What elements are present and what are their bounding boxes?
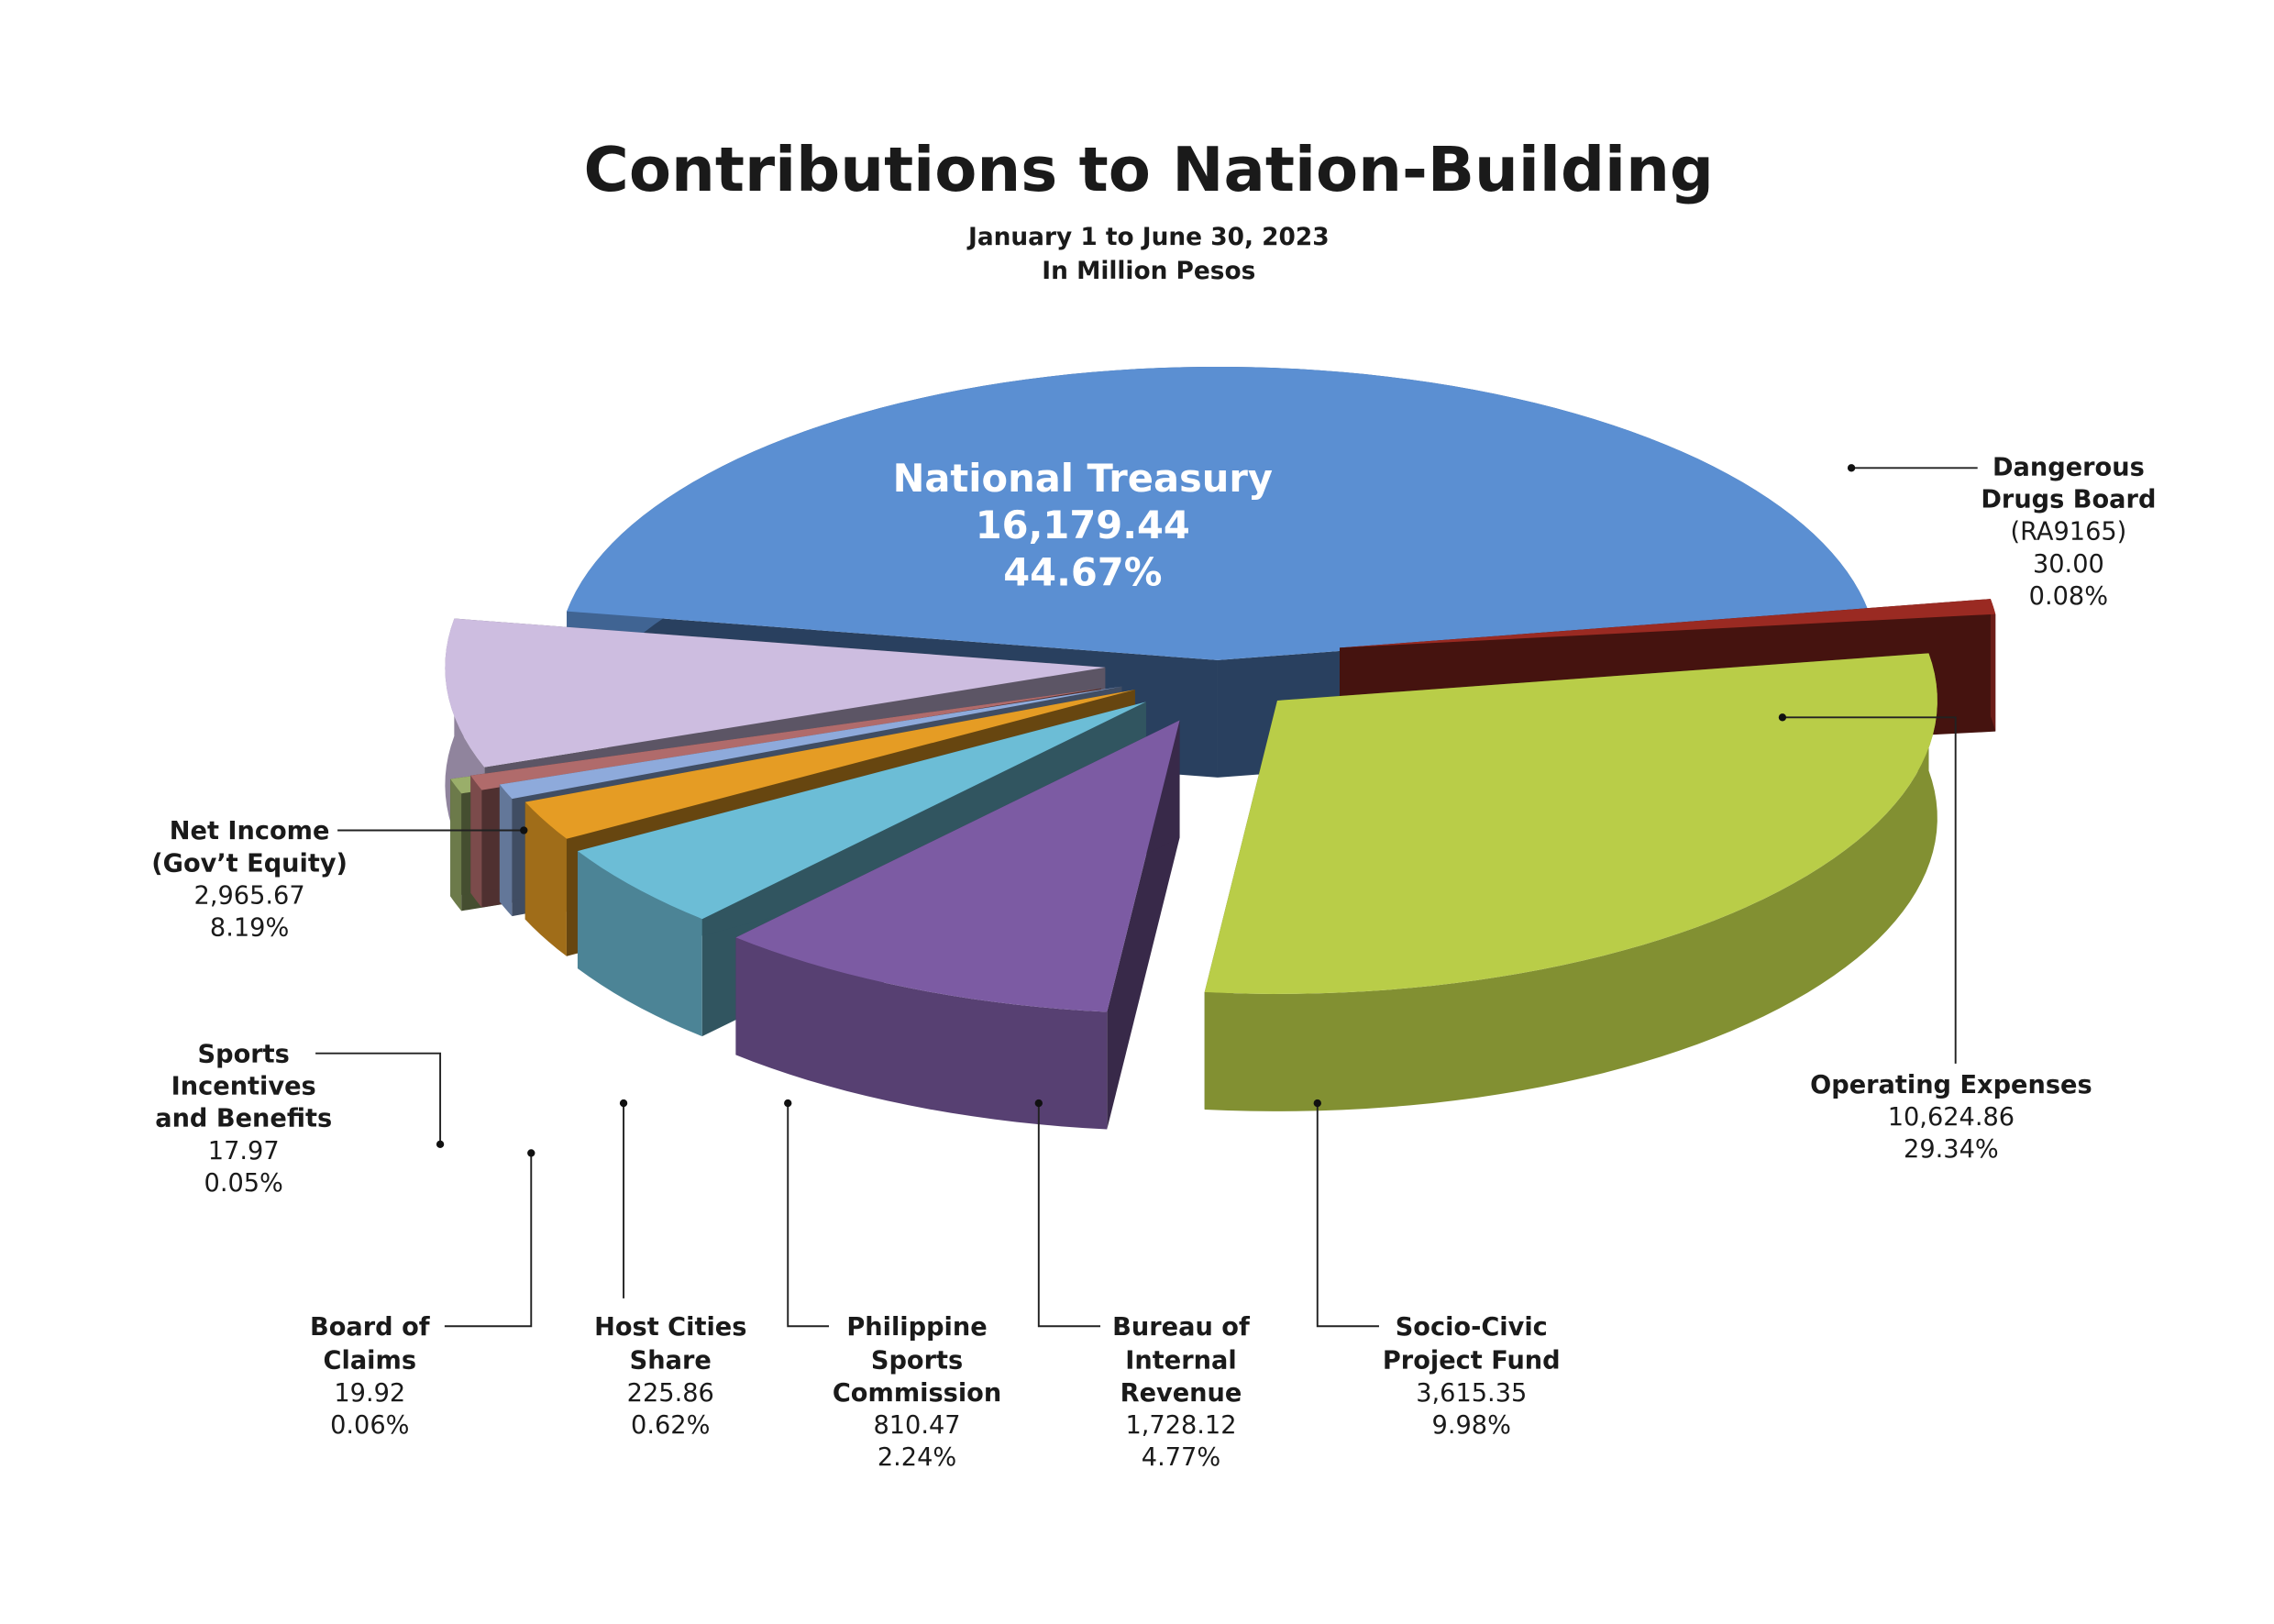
leader-dot	[1034, 1099, 1043, 1108]
label-percent: 8.19%	[210, 914, 289, 943]
slice-top	[1204, 653, 1937, 994]
slice-top	[567, 367, 1869, 660]
data-label-psc: Philippine Sports Commission 810.47 2.24…	[833, 1313, 1001, 1472]
slice-outer-wall	[1990, 599, 1996, 732]
label-name-extra: (RA9165)	[2010, 518, 2126, 547]
label-percent: 0.05%	[204, 1169, 283, 1198]
leader-dot	[1778, 713, 1787, 722]
label-value: 19.92	[334, 1379, 405, 1408]
data-label-socio-civic: Socio-Civic Project Fund 3,615.35 9.98%	[1383, 1313, 1561, 1440]
label-name: Incentives	[171, 1072, 316, 1100]
label-name: Internal	[1125, 1347, 1236, 1375]
label-name: Operating Expenses	[1810, 1071, 2092, 1099]
leader-dot	[619, 1099, 628, 1108]
label-value: 3,615.35	[1416, 1379, 1527, 1408]
label-name: Project Fund	[1383, 1347, 1561, 1375]
label-name: Dangerous	[1993, 453, 2145, 481]
slice-outer-wall	[1204, 653, 1937, 1111]
label-name: (Gov’t Equity)	[151, 849, 348, 878]
label-percent: 0.62%	[631, 1411, 710, 1440]
label-value: 225.86	[627, 1379, 714, 1408]
data-label-net-income: Net Income (Gov’t Equity) 2,965.67 8.19%	[151, 817, 348, 943]
label-value: 16,179.44	[976, 503, 1190, 547]
label-percent: 9.98%	[1432, 1411, 1511, 1440]
leader-dot	[436, 1140, 445, 1149]
slice-outer-wall	[735, 937, 1108, 1130]
data-label-sports-incentives: Sports Incentives and Benefits 17.97 0.0…	[155, 1040, 332, 1198]
label-value: 2,965.67	[194, 881, 305, 910]
label-name: Sports	[198, 1040, 290, 1068]
pie-slices	[445, 367, 1996, 1130]
leader-psc	[787, 1103, 830, 1328]
label-name: Sports	[871, 1347, 963, 1375]
chart-subtitle-date: January 1 to June 30, 2023	[966, 224, 1330, 251]
label-percent: 0.08%	[2029, 582, 2108, 611]
label-name: Drugs Board	[1981, 486, 2156, 514]
data-label-host-cities: Host Cities Share 225.86 0.62%	[594, 1313, 746, 1440]
label-value: 810.47	[873, 1411, 960, 1440]
slice-top	[735, 720, 1180, 1012]
leader-dot	[1313, 1099, 1321, 1108]
label-name: Bureau of	[1112, 1313, 1251, 1342]
slice-outer-wall	[577, 851, 702, 1037]
data-label-ddb: Dangerous Drugs Board (RA9165) 30.00 0.0…	[1981, 453, 2156, 611]
slice-outer-wall	[470, 775, 482, 908]
label-name: Net Income	[170, 817, 330, 845]
data-label-opex: Operating Expenses 10,624.86 29.34%	[1810, 1071, 2092, 1164]
leader-dot	[520, 826, 528, 834]
slice-top	[577, 702, 1146, 920]
label-name: Host Cities	[594, 1313, 746, 1342]
label-name: Commission	[833, 1379, 1001, 1408]
label-name: and Benefits	[155, 1105, 332, 1133]
slice-socio-civic-project-fund	[735, 720, 1180, 1130]
label-value: 10,624.86	[1888, 1103, 2015, 1132]
label-name: National Treasury	[893, 456, 1273, 501]
label-percent: 29.34%	[1904, 1135, 1999, 1164]
data-label-board-of-claims: Board of Claims 19.92 0.06%	[310, 1313, 431, 1440]
label-name: Board of	[310, 1313, 431, 1342]
leader-bir	[1037, 1103, 1101, 1328]
label-percent: 2.24%	[878, 1443, 956, 1472]
slice-top	[1340, 599, 1996, 648]
slice-outer-wall	[499, 784, 513, 917]
label-value: 30.00	[2033, 550, 2104, 579]
label-name: Philippine	[846, 1313, 987, 1342]
leader-dot	[1847, 464, 1856, 472]
data-label-bir: Bureau of Internal Revenue 1,728.12 4.77…	[1112, 1313, 1251, 1472]
label-value: 17.97	[208, 1137, 280, 1166]
leader-boc	[444, 1153, 533, 1328]
label-percent: 4.77%	[1142, 1443, 1220, 1472]
leader-dot	[527, 1149, 535, 1157]
label-name: Share	[630, 1347, 712, 1375]
leader-socio	[1316, 1103, 1379, 1328]
leader-lines	[315, 464, 1978, 1328]
label-name: Claims	[324, 1347, 416, 1375]
slice-outer-wall	[524, 801, 567, 956]
leader-sib	[315, 1052, 442, 1144]
label-name: Socio-Civic	[1396, 1313, 1548, 1342]
slice-top	[524, 690, 1135, 839]
label-name: Revenue	[1120, 1379, 1242, 1408]
slice-operating-expenses	[1204, 653, 1937, 1111]
label-value: 1,728.12	[1125, 1411, 1236, 1440]
leader-opex	[1782, 716, 1957, 1064]
label-percent: 44.67%	[1003, 549, 1162, 594]
slice-top	[499, 686, 1122, 800]
slice-outer-wall	[450, 779, 462, 911]
chart-title: Contributions to Nation-Building	[584, 134, 1714, 205]
data-label-national-treasury: National Treasury 16,179.44 44.67%	[893, 456, 1273, 594]
chart-subtitle-unit: In Million Pesos	[1042, 258, 1255, 285]
slice-top	[445, 618, 1106, 768]
leader-dot	[784, 1099, 792, 1108]
label-percent: 0.06%	[330, 1411, 409, 1440]
